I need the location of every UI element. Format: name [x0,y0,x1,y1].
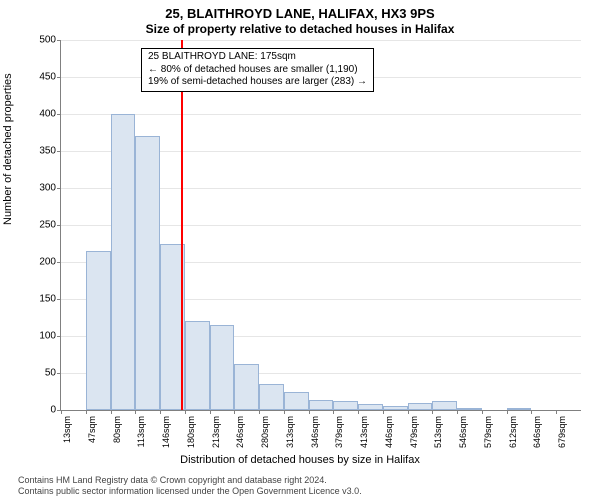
x-tick-label: 612sqm [508,416,518,466]
histogram-bar [111,114,136,410]
y-tick-label: 500 [16,35,56,46]
x-tick-label: 346sqm [310,416,320,466]
footer-line-2: Contains public sector information licen… [18,486,362,496]
histogram-bar [507,408,532,410]
x-tick-label: 313sqm [285,416,295,466]
annotation-line-3: 19% of semi-detached houses are larger (… [148,76,367,89]
x-tick-mark [284,410,285,414]
histogram-bar [259,384,284,410]
x-tick-mark [383,410,384,414]
histogram-bar [383,406,408,410]
histogram-bar [358,404,383,410]
y-tick-mark [57,262,61,263]
y-tick-mark [57,336,61,337]
x-tick-label: 379sqm [334,416,344,466]
y-tick-label: 450 [16,72,56,83]
histogram-bar [333,401,358,410]
x-tick-mark [185,410,186,414]
x-tick-mark [135,410,136,414]
histogram-bar [185,321,210,410]
x-tick-mark [309,410,310,414]
x-tick-mark [432,410,433,414]
x-tick-mark [160,410,161,414]
grid-line [61,40,581,41]
y-tick-label: 100 [16,331,56,342]
x-tick-label: 213sqm [211,416,221,466]
y-tick-mark [57,151,61,152]
histogram-bar [284,392,309,411]
page-title: 25, BLAITHROYD LANE, HALIFAX, HX3 9PS [0,6,600,21]
x-tick-mark [482,410,483,414]
footer-attribution: Contains HM Land Registry data © Crown c… [18,475,362,496]
x-tick-mark [531,410,532,414]
y-tick-label: 50 [16,368,56,379]
y-tick-mark [57,77,61,78]
annotation-line-1: 25 BLAITHROYD LANE: 175sqm [148,51,367,64]
x-tick-mark [358,410,359,414]
y-tick-label: 200 [16,257,56,268]
y-tick-mark [57,114,61,115]
y-tick-mark [57,188,61,189]
x-tick-mark [86,410,87,414]
y-tick-label: 300 [16,183,56,194]
histogram-bar [457,408,482,410]
x-tick-mark [61,410,62,414]
x-tick-label: 180sqm [186,416,196,466]
x-tick-mark [259,410,260,414]
y-axis-label: Number of detached properties [2,73,14,225]
annotation-box: 25 BLAITHROYD LANE: 175sqm ← 80% of deta… [141,48,374,92]
y-tick-mark [57,299,61,300]
x-tick-label: 446sqm [384,416,394,466]
x-tick-mark [111,410,112,414]
histogram-plot: 25 BLAITHROYD LANE: 175sqm ← 80% of deta… [60,40,581,411]
x-tick-mark [210,410,211,414]
x-tick-label: 679sqm [557,416,567,466]
histogram-bar [408,403,433,410]
x-tick-mark [234,410,235,414]
y-tick-label: 350 [16,146,56,157]
x-tick-label: 246sqm [235,416,245,466]
reference-line [181,40,183,410]
histogram-bar [234,364,259,410]
grid-line [61,114,581,115]
y-tick-label: 400 [16,109,56,120]
histogram-bar [210,325,235,410]
y-tick-label: 250 [16,220,56,231]
x-tick-mark [507,410,508,414]
footer-line-1: Contains HM Land Registry data © Crown c… [18,475,362,485]
histogram-bar [86,251,111,410]
x-tick-label: 113sqm [136,416,146,466]
x-tick-label: 479sqm [409,416,419,466]
y-tick-label: 0 [16,405,56,416]
x-tick-label: 646sqm [532,416,542,466]
y-tick-mark [57,373,61,374]
x-tick-label: 146sqm [161,416,171,466]
histogram-bar [309,400,334,410]
x-tick-label: 80sqm [112,416,122,466]
x-tick-label: 13sqm [62,416,72,466]
y-tick-mark [57,225,61,226]
x-tick-label: 413sqm [359,416,369,466]
y-tick-label: 150 [16,294,56,305]
x-tick-label: 513sqm [433,416,443,466]
x-tick-mark [457,410,458,414]
x-tick-mark [556,410,557,414]
annotation-line-2: ← 80% of detached houses are smaller (1,… [148,64,367,77]
x-tick-label: 579sqm [483,416,493,466]
x-tick-mark [408,410,409,414]
x-tick-label: 546sqm [458,416,468,466]
histogram-bar [432,401,457,410]
x-tick-mark [333,410,334,414]
page-subtitle: Size of property relative to detached ho… [0,22,600,36]
x-tick-label: 47sqm [87,416,97,466]
x-tick-label: 280sqm [260,416,270,466]
y-tick-mark [57,40,61,41]
histogram-bar [135,136,160,410]
